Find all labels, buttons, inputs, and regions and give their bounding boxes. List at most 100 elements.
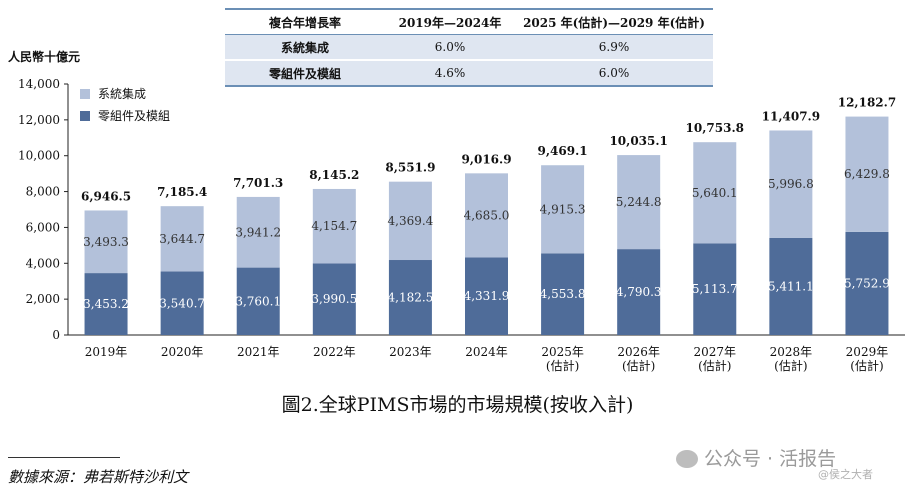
- bar-segment-systems: [236, 196, 280, 268]
- bar-segment-components: [465, 257, 508, 335]
- x-tick-label: 2022年: [313, 345, 356, 359]
- y-tick-label: 10,000: [18, 149, 60, 163]
- x-tick-label: 2027年: [693, 345, 736, 359]
- bar-segment-systems: [465, 173, 508, 258]
- y-tick-label: 2,000: [26, 292, 60, 306]
- x-tick-label: (估計): [850, 358, 883, 373]
- data-label-systems: 3,644.7: [159, 232, 205, 246]
- total-label: 10,753.8: [686, 121, 744, 135]
- data-label-systems: 5,996.8: [768, 177, 814, 191]
- watermark-author: @侯之大者: [818, 468, 873, 481]
- bar-segment-systems: [693, 142, 737, 244]
- y-tick-label: 6,000: [26, 220, 60, 234]
- data-label-systems: 3,941.2: [235, 225, 281, 239]
- total-label: 7,185.4: [157, 185, 207, 199]
- bar-segment-systems: [312, 188, 356, 264]
- data-label-systems: 4,154.7: [311, 219, 357, 233]
- cagr-table: 複合年增長率 2019年—2024年 2025 年(估計)—2029 年(估計)…: [225, 8, 713, 87]
- data-label-systems: 6,429.8: [844, 167, 890, 181]
- cagr-header-period-2: 2025 年(估計)—2029 年(估計): [515, 8, 713, 35]
- bar-segment-systems: [84, 210, 128, 274]
- bar-segment-components: [312, 263, 356, 335]
- bar-segment-components: [84, 273, 128, 335]
- y-tick-label: 12,000: [18, 113, 60, 127]
- data-label-components: 4,182.5: [388, 291, 434, 305]
- data-label-components: 5,411.1: [768, 279, 814, 293]
- x-tick-label: 2026年: [617, 345, 660, 359]
- x-tick-label: 2020年: [161, 345, 204, 359]
- legend-label: 零組件及模組: [98, 109, 170, 123]
- bar-segment-components: [769, 237, 813, 335]
- watermark-text: 公众号 · 活报告: [704, 448, 837, 470]
- data-label-systems: 4,369.4: [388, 214, 434, 228]
- y-tick-label: 0: [52, 328, 60, 342]
- bar-segment-systems: [388, 181, 432, 261]
- bar-segment-systems: [845, 116, 889, 232]
- total-label: 11,407.9: [762, 109, 820, 123]
- y-tick-label: 8,000: [26, 185, 60, 199]
- x-tick-label: 2019年: [85, 345, 128, 359]
- data-label-systems: 5,244.8: [616, 195, 662, 209]
- data-label-components: 3,540.7: [159, 296, 205, 310]
- x-tick-label: 2023年: [389, 345, 432, 359]
- source-divider: [8, 457, 120, 458]
- total-label: 9,469.1: [538, 144, 588, 158]
- cagr-row-value: 6.0%: [385, 34, 515, 61]
- x-tick-label: 2021年: [237, 345, 280, 359]
- cagr-row-value: 6.9%: [515, 34, 713, 61]
- total-label: 12,182.7: [838, 96, 896, 110]
- bar-segment-systems: [160, 206, 204, 272]
- legend-label: 系統集成: [98, 86, 146, 101]
- cagr-header-period-1: 2019年—2024年: [385, 8, 515, 35]
- cagr-row-value: 4.6%: [385, 60, 515, 87]
- cagr-row-value: 6.0%: [515, 60, 713, 87]
- x-tick-label: (估計): [698, 358, 731, 373]
- total-label: 8,551.9: [385, 161, 435, 175]
- chart-caption: 圖2.全球PIMS市場的市場規模(按收入計): [281, 394, 634, 416]
- data-source: 數據來源：弗若斯特沙利文: [8, 468, 189, 486]
- watermark: 公众号 · 活报告: [676, 444, 836, 471]
- x-tick-label: 2024年: [465, 345, 508, 359]
- x-tick-label: (估計): [546, 358, 579, 373]
- data-label-systems: 5,640.1: [692, 186, 738, 200]
- bar-segment-components: [160, 271, 204, 335]
- total-label: 6,946.5: [81, 189, 131, 203]
- bar-segment-components: [845, 231, 889, 335]
- cagr-row-label: 系統集成: [225, 34, 385, 61]
- bar-segment-systems: [769, 130, 813, 238]
- y-axis-title: 人民幣十億元: [8, 49, 80, 64]
- data-label-systems: 4,915.3: [540, 202, 586, 216]
- total-label: 10,035.1: [609, 134, 667, 148]
- x-tick-label: (估計): [622, 358, 655, 373]
- cagr-row-label: 零組件及模組: [225, 60, 385, 87]
- x-tick-label: (估計): [774, 358, 807, 373]
- y-tick-label: 4,000: [26, 256, 60, 270]
- x-tick-label: 2029年: [846, 345, 889, 359]
- data-label-components: 5,113.7: [692, 282, 738, 296]
- data-label-components: 4,790.3: [616, 285, 662, 299]
- bar-segment-components: [541, 253, 585, 335]
- data-label-components: 3,990.5: [311, 292, 357, 306]
- data-label-systems: 3,493.3: [83, 235, 129, 249]
- data-label-components: 5,752.9: [844, 276, 890, 290]
- total-label: 8,145.2: [309, 168, 359, 182]
- bar-segment-systems: [541, 165, 585, 254]
- x-tick-label: 2025年: [541, 345, 584, 359]
- data-label-components: 3,453.2: [83, 297, 129, 311]
- data-label-components: 4,553.8: [540, 287, 586, 301]
- y-tick-label: 14,000: [18, 77, 60, 91]
- cagr-header-label: 複合年增長率: [225, 8, 385, 35]
- wechat-icon: [676, 450, 698, 468]
- bar-segment-components: [388, 260, 432, 335]
- bar-segment-systems: [617, 155, 661, 250]
- data-label-components: 4,331.9: [464, 289, 510, 303]
- data-label-components: 3,760.1: [235, 294, 281, 308]
- chart-bars: [84, 116, 889, 335]
- bar-segment-components: [236, 267, 280, 335]
- total-label: 9,016.9: [461, 152, 511, 166]
- bar-segment-components: [617, 249, 661, 335]
- legend-swatch: [80, 111, 90, 121]
- total-label: 7,701.3: [233, 176, 283, 190]
- stacked-bar-chart: 0 2,000 4,000 6,000 8,000 10,000 12,000 14,000 人…: [8, 49, 905, 373]
